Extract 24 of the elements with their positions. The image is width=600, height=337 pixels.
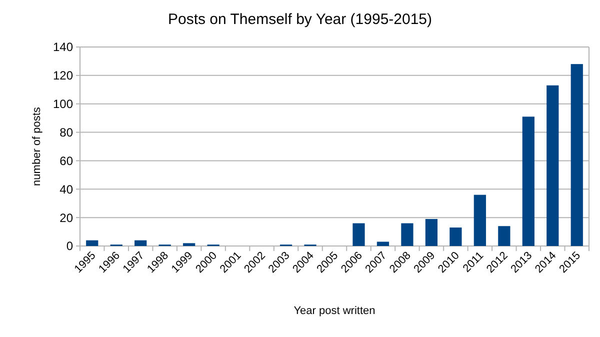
y-axis-title: number of posts (31, 106, 43, 186)
bar (134, 240, 147, 246)
bar (183, 243, 196, 246)
bar (498, 226, 510, 246)
x-axis-title: Year post written (294, 305, 376, 317)
bar (474, 194, 486, 246)
y-tick-label: 60 (60, 154, 74, 168)
y-tick-label: 80 (60, 125, 74, 140)
bar (450, 228, 462, 246)
bar (425, 218, 438, 246)
bar (522, 116, 534, 246)
bar (401, 223, 414, 246)
y-tick-label: 140 (52, 40, 74, 54)
bar (376, 242, 390, 246)
bar (352, 223, 365, 246)
y-tick-label: 120 (52, 68, 74, 83)
y-tick-label: 0 (66, 239, 74, 254)
bar (86, 240, 98, 246)
bar (546, 85, 559, 246)
chart-title: Posts on Themself by Year (1995-2015) (168, 11, 432, 28)
y-tick-label: 20 (60, 210, 74, 225)
bar (570, 64, 583, 246)
y-tick-label: 40 (60, 182, 74, 196)
y-tick-label: 100 (52, 97, 74, 112)
